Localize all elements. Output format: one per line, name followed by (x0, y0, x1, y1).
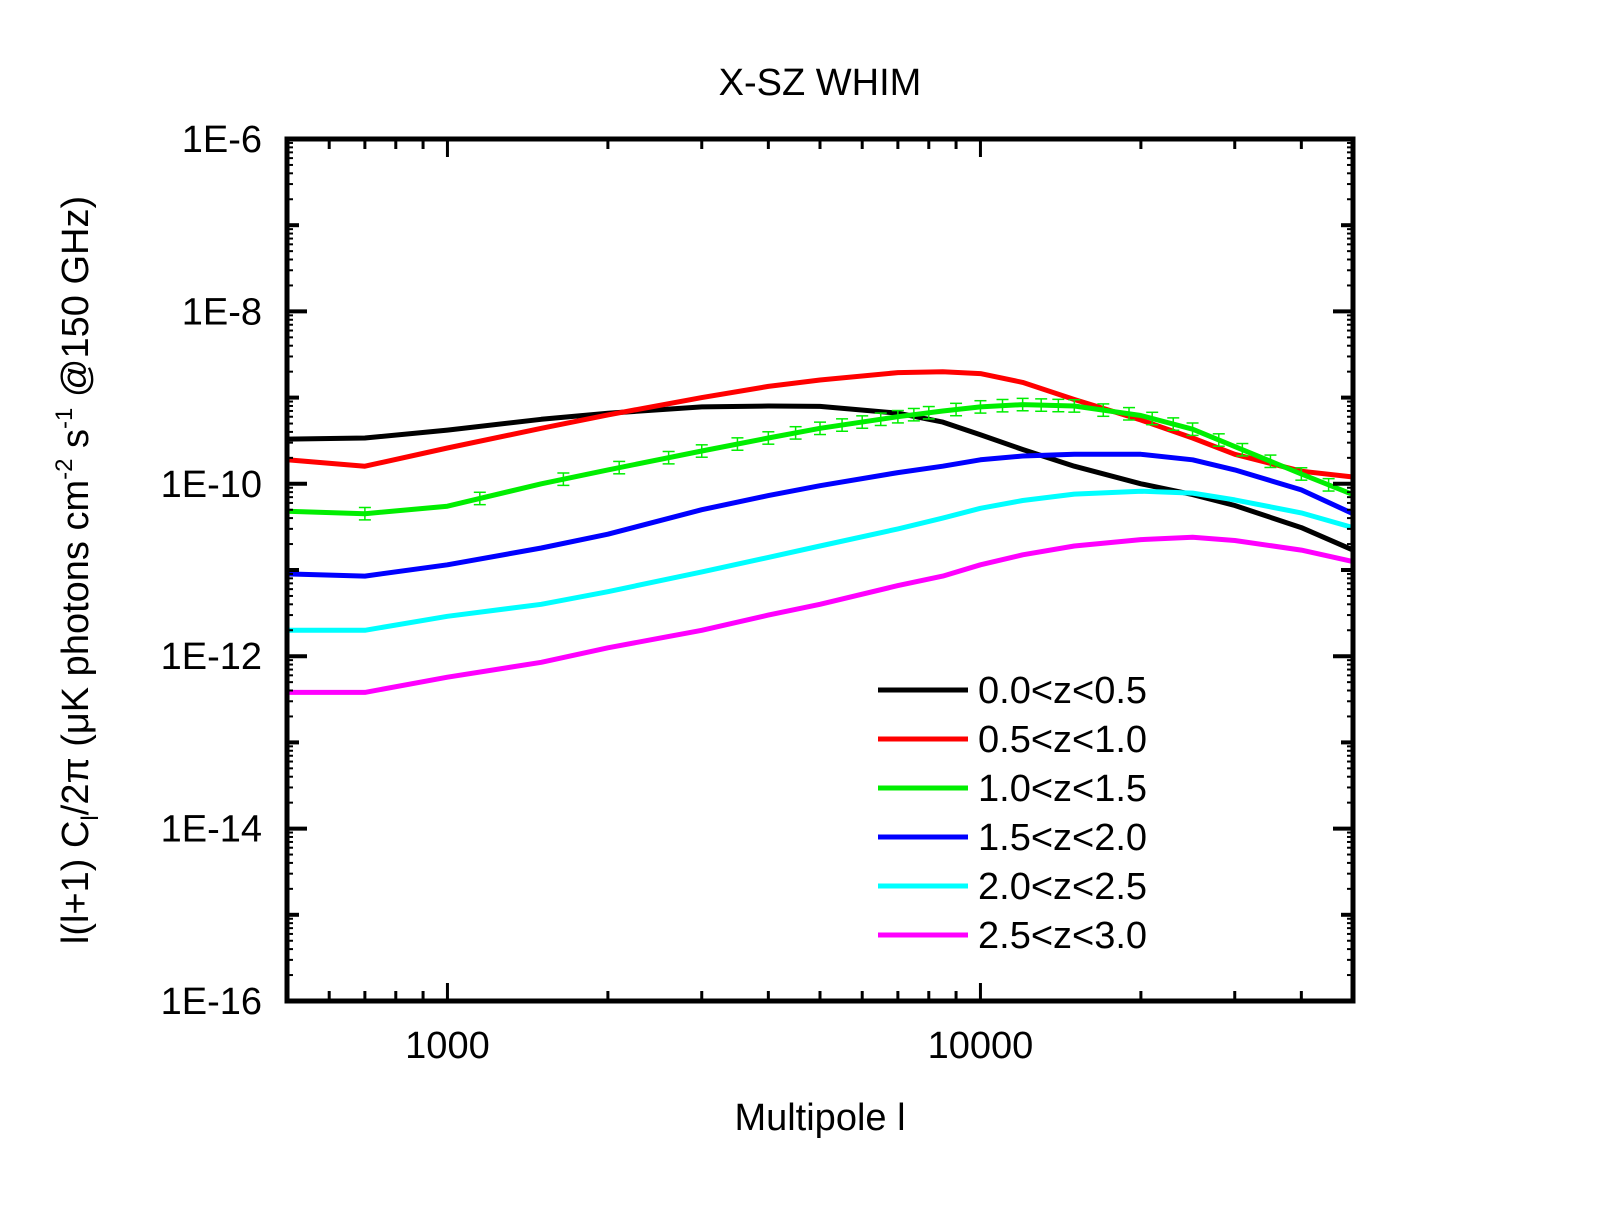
chart-title: X-SZ WHIM (719, 62, 922, 104)
y-tick-label: 1E-6 (182, 119, 262, 161)
legend-label: 1.5<z<2.0 (978, 817, 1147, 859)
legend-label: 1.0<z<1.5 (978, 768, 1147, 810)
y-axis-label-sup2: -1 (51, 408, 78, 429)
series-line-5 (287, 534, 1354, 695)
y-tick-label: 1E-8 (182, 291, 262, 333)
series-line-3 (286, 451, 1355, 579)
y-axis-label-part4: @150 GHz) (55, 196, 97, 408)
legend-label: 0.5<z<1.0 (978, 719, 1147, 761)
x-axis-label: Multipole l (734, 1097, 905, 1139)
series-line-1 (286, 369, 1354, 480)
x-tick-label: 10000 (928, 1025, 1034, 1067)
legend-label: 2.5<z<3.0 (978, 915, 1147, 957)
y-tick-label: 1E-14 (161, 809, 262, 851)
x-tick-label: 1000 (405, 1025, 490, 1067)
y-axis-label-part1: l(l+1) C (55, 821, 97, 945)
y-tick-label: 1E-10 (161, 464, 262, 506)
series-line-4 (287, 488, 1354, 633)
y-tick-label: 1E-16 (161, 981, 262, 1023)
y-axis-label-part2: /2π (μK photons cm (55, 480, 97, 815)
y-axis-label-sub: l (77, 815, 104, 820)
y-axis-label-part3: s (55, 429, 97, 459)
series-layer (286, 369, 1355, 695)
y-axis-label-sup1: -2 (51, 459, 78, 480)
tick-layer: 1000 10000 1E-6 1E-8 1E-10 1E-12 1E-14 1E-16 (161, 119, 1355, 1067)
legend: 0.0<z<0.5 0.5<z<1.0 1.0<z<1.5 1.5<z<2.0 2.0<… (878, 670, 1147, 957)
error-bar-layer (358, 397, 1335, 521)
series-line-2 (286, 402, 1354, 517)
legend-label: 0.0<z<0.5 (978, 670, 1147, 712)
plot-frame (284, 136, 1356, 1004)
legend-label: 2.0<z<2.5 (978, 866, 1147, 908)
y-axis-label: l(l+1) Cl/2π (μK photons cm-2 s-1 @150 G… (51, 196, 104, 944)
y-tick-label: 1E-12 (161, 636, 262, 678)
